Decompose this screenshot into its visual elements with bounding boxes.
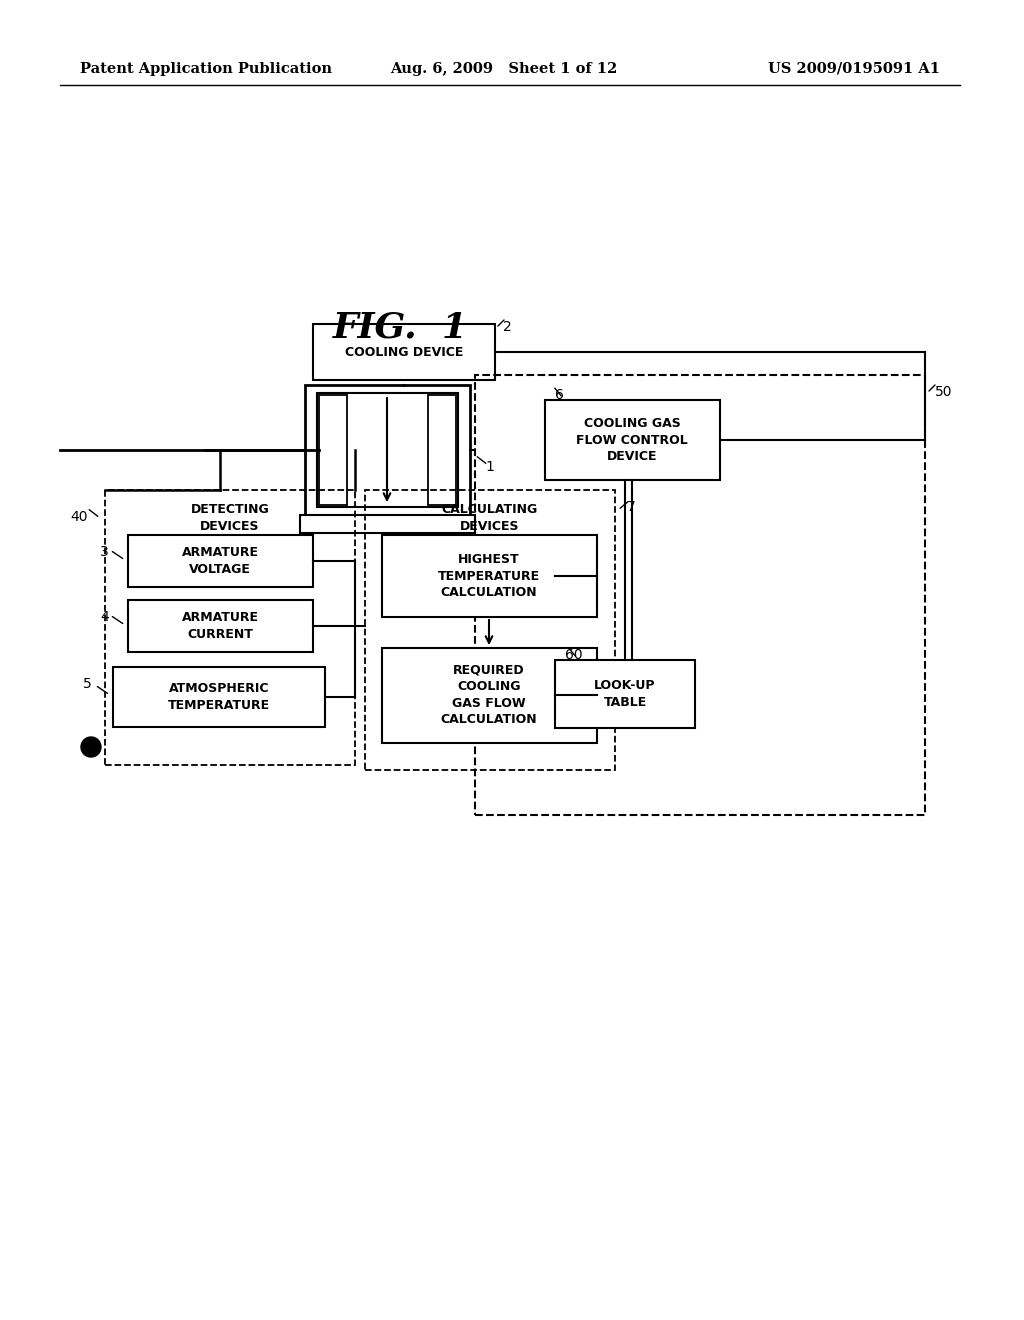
Bar: [305, 385, 470, 515]
Text: 7: 7: [627, 500, 636, 513]
Bar: [128, 535, 313, 587]
Bar: [128, 601, 313, 652]
Text: 50: 50: [935, 385, 952, 399]
Bar: [382, 535, 597, 616]
Bar: [428, 395, 456, 506]
Bar: [475, 375, 925, 814]
Bar: [300, 515, 475, 533]
Text: Aug. 6, 2009   Sheet 1 of 12: Aug. 6, 2009 Sheet 1 of 12: [390, 62, 617, 77]
Text: DETECTING
DEVICES: DETECTING DEVICES: [190, 503, 269, 533]
Text: Patent Application Publication: Patent Application Publication: [80, 62, 332, 77]
Bar: [365, 490, 615, 770]
Text: ATMOSPHERIC
TEMPERATURE: ATMOSPHERIC TEMPERATURE: [168, 682, 270, 711]
Text: US 2009/0195091 A1: US 2009/0195091 A1: [768, 62, 940, 77]
Text: 40: 40: [70, 510, 87, 524]
Text: ARMATURE
CURRENT: ARMATURE CURRENT: [181, 611, 258, 640]
Bar: [319, 330, 488, 374]
Text: 3: 3: [100, 545, 109, 558]
Bar: [105, 490, 355, 766]
Circle shape: [81, 737, 101, 756]
Bar: [113, 667, 325, 727]
Bar: [555, 660, 695, 729]
Text: REQUIRED
COOLING
GAS FLOW
CALCULATION: REQUIRED COOLING GAS FLOW CALCULATION: [440, 664, 538, 726]
Bar: [382, 648, 597, 743]
Bar: [313, 323, 495, 380]
Text: 60: 60: [565, 648, 583, 663]
Bar: [317, 393, 458, 507]
Text: 4: 4: [100, 610, 109, 624]
Bar: [545, 400, 720, 480]
Text: COOLING GAS
FLOW CONTROL
DEVICE: COOLING GAS FLOW CONTROL DEVICE: [577, 417, 688, 463]
Text: LOOK-UP
TABLE: LOOK-UP TABLE: [594, 680, 655, 709]
Text: 2: 2: [503, 319, 512, 334]
Text: FIG.  1: FIG. 1: [333, 310, 468, 345]
Text: 1: 1: [485, 459, 494, 474]
Bar: [319, 395, 347, 506]
Text: ARMATURE
VOLTAGE: ARMATURE VOLTAGE: [181, 546, 258, 576]
Text: 5: 5: [83, 677, 92, 690]
Text: HIGHEST
TEMPERATURE
CALCULATION: HIGHEST TEMPERATURE CALCULATION: [438, 553, 540, 599]
Text: 6: 6: [555, 388, 564, 403]
Text: COOLING DEVICE: COOLING DEVICE: [345, 346, 463, 359]
Text: CALCULATING
DEVICES: CALCULATING DEVICES: [442, 503, 539, 533]
